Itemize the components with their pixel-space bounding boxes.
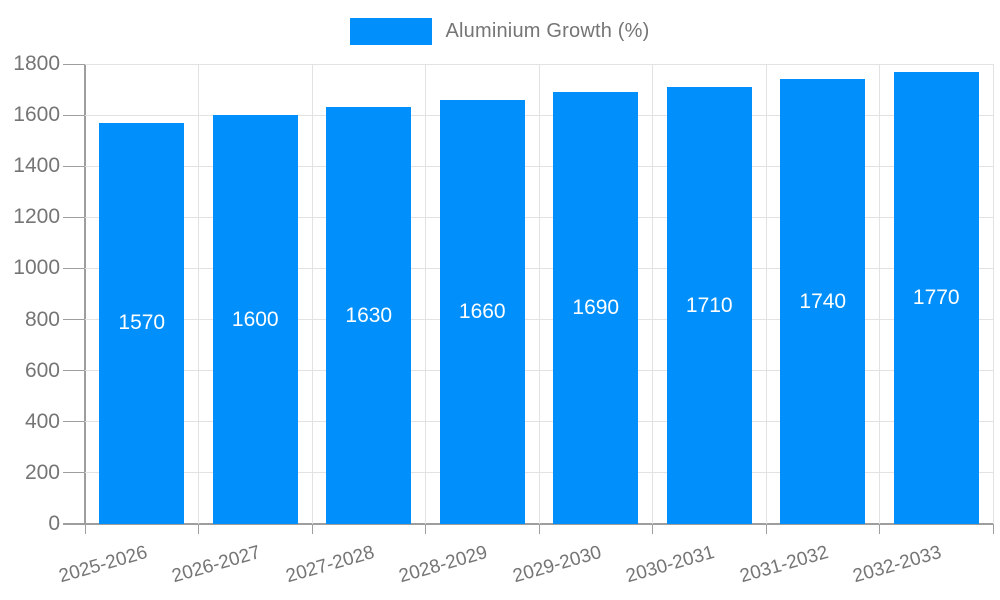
y-axis-tick-label: 1000 xyxy=(13,256,60,280)
x-tick xyxy=(538,524,540,534)
bar-value-label: 1660 xyxy=(458,299,506,323)
bar-2026-2027[interactable]: 1600 xyxy=(212,115,298,524)
bar-value-label: 1710 xyxy=(685,293,733,317)
y-tick xyxy=(63,267,85,269)
y-tick xyxy=(63,421,85,423)
x-tick xyxy=(84,524,86,534)
y-tick xyxy=(63,523,85,525)
y-axis-tick-label: 1200 xyxy=(13,205,60,229)
y-tick xyxy=(63,319,85,321)
bar-2030-2031[interactable]: 1710 xyxy=(666,87,752,524)
y-tick xyxy=(63,370,85,372)
y-axis-tick-label: 400 xyxy=(24,409,60,433)
bar-2027-2028[interactable]: 1630 xyxy=(326,107,412,524)
bar-value-label: 1570 xyxy=(118,311,166,335)
x-tick xyxy=(992,524,994,534)
bar-value-label: 1630 xyxy=(345,303,393,327)
x-tick xyxy=(311,524,313,534)
bar-value-label: 1740 xyxy=(799,289,847,313)
x-axis-line xyxy=(63,523,993,525)
bar-2032-2033[interactable]: 1770 xyxy=(893,71,979,524)
plot-area: 0 200 400 600 800 1000 1200 1400 1600 1800 1570 160… xyxy=(13,52,994,587)
x-gridline xyxy=(198,64,199,524)
x-tick xyxy=(425,524,426,534)
y-axis-tick-label: 1800 xyxy=(13,52,60,75)
x-gridline xyxy=(652,64,653,524)
x-gridline xyxy=(425,64,426,524)
bar-value-label: 1770 xyxy=(912,285,960,309)
y-axis-line xyxy=(84,64,86,524)
bar-2029-2030[interactable]: 1690 xyxy=(553,92,639,524)
legend[interactable]: Aluminium Growth (%) xyxy=(0,16,1000,46)
x-tick xyxy=(198,524,199,534)
y-axis-tick-label: 200 xyxy=(24,460,60,484)
x-tick xyxy=(652,524,653,534)
bar-value-label: 1600 xyxy=(231,307,279,331)
y-axis-tick-label: 1600 xyxy=(13,103,60,127)
bar-2028-2029[interactable]: 1660 xyxy=(439,99,525,524)
legend-swatch-icon xyxy=(350,17,433,45)
y-tick xyxy=(63,216,85,218)
y-tick xyxy=(63,114,85,116)
legend-label: Aluminium Growth (%) xyxy=(445,19,650,42)
y-axis-tick-label: 1400 xyxy=(13,154,60,178)
bar-2025-2026[interactable]: 1570 xyxy=(99,122,185,524)
x-gridline xyxy=(765,64,767,524)
y-axis-tick-label: 0 xyxy=(48,512,60,535)
y-axis-tick-label: 600 xyxy=(24,358,60,382)
bar-2031-2032[interactable]: 1740 xyxy=(780,79,866,524)
y-axis-tick-label: 800 xyxy=(24,307,60,331)
y-tick xyxy=(63,472,85,474)
x-gridline xyxy=(538,64,540,524)
bar-value-label: 1690 xyxy=(572,296,620,320)
x-tick xyxy=(879,524,880,534)
x-gridline xyxy=(879,64,880,524)
x-tick xyxy=(765,524,767,534)
y-tick xyxy=(63,63,85,65)
x-gridline xyxy=(311,64,313,524)
y-tick xyxy=(63,165,85,167)
x-gridline xyxy=(992,64,994,524)
